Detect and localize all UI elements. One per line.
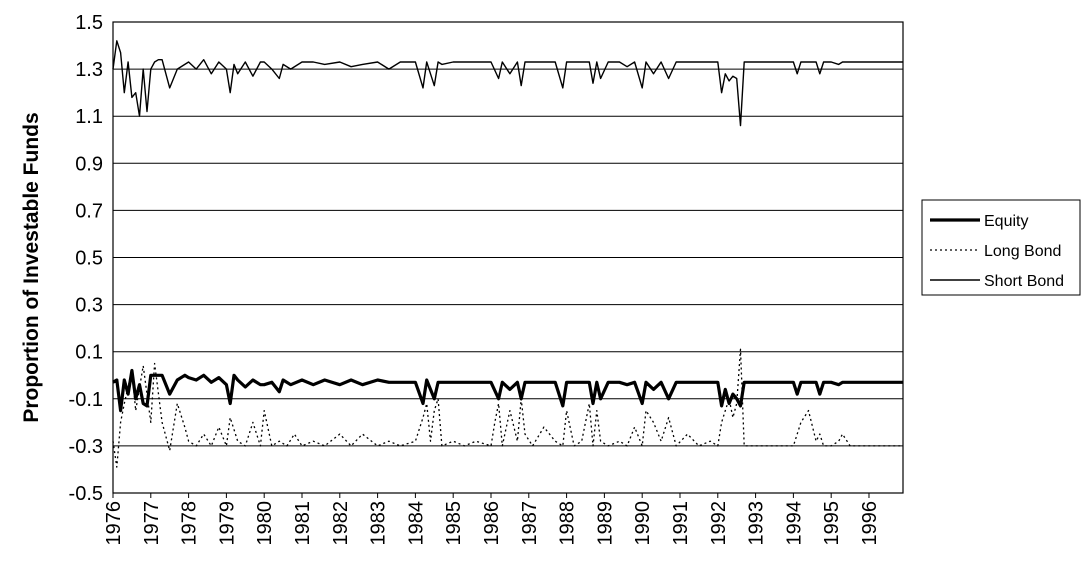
legend-label: Short Bond <box>984 273 1064 290</box>
y-tick-label: -0.5 <box>69 483 103 505</box>
legend-box <box>921 199 1081 296</box>
x-tick-label: 1988 <box>557 501 579 546</box>
y-tick-label: -0.3 <box>69 436 103 458</box>
x-tick-label: 1994 <box>783 501 805 546</box>
y-axis-title: Proportion of Investable Funds <box>20 112 43 422</box>
y-tick-label: 1.3 <box>75 59 103 81</box>
y-tick-label: 0.9 <box>75 153 103 175</box>
y-axis-ticks: 1.5 1.3 1.1 0.9 0.7 0.5 0.3 0.1 -0.1 -0.3 -0.5 <box>69 12 103 505</box>
y-tick-label: 0.3 <box>75 295 103 317</box>
series-line-equity <box>112 368 903 413</box>
legend-label: Equity <box>984 213 1028 230</box>
x-tick-label: 1982 <box>330 501 352 546</box>
y-tick-label: 1.5 <box>75 12 103 34</box>
y-tick-label: 0.7 <box>75 200 103 222</box>
x-tick-label: 1996 <box>859 501 881 546</box>
x-tick-label: 1986 <box>481 501 503 546</box>
x-tick-label: 1987 <box>519 501 541 546</box>
series-line-short-bond <box>112 40 903 127</box>
y-tick-label: 0.5 <box>75 248 103 270</box>
x-tick-label: 1984 <box>405 501 427 546</box>
x-tick-label: 1993 <box>746 501 768 546</box>
legend-items: Equity Long Bond Short Bond <box>930 213 1064 290</box>
x-tick-label: 1978 <box>179 501 201 546</box>
x-tick-label: 1995 <box>821 501 843 546</box>
x-tick-label: 1980 <box>254 501 276 546</box>
x-tick-label: 1979 <box>216 501 238 546</box>
x-tick-label: 1985 <box>443 501 465 546</box>
x-axis-ticks: 1976 1977 1978 1979 1980 1981 1982 1983 1984 1985… <box>103 493 881 546</box>
plot-area-frame <box>112 21 904 494</box>
x-tick-label: 1981 <box>292 501 314 546</box>
y-tick-label: -0.1 <box>69 389 103 411</box>
series-lines <box>112 40 903 468</box>
y-tick-label: 0.1 <box>75 342 103 364</box>
x-tick-label: 1983 <box>368 501 390 546</box>
x-tick-label: 1992 <box>708 501 730 546</box>
x-tick-label: 1991 <box>670 501 692 546</box>
legend-label: Long Bond <box>984 243 1061 260</box>
y-tick-label: 1.1 <box>75 106 103 128</box>
legend: Equity Long Bond Short Bond <box>921 199 1081 296</box>
x-tick-label: 1989 <box>594 501 616 546</box>
x-tick-label: 1976 <box>103 501 125 546</box>
x-tick-label: 1977 <box>141 501 163 546</box>
x-tick-label: 1990 <box>632 501 654 546</box>
